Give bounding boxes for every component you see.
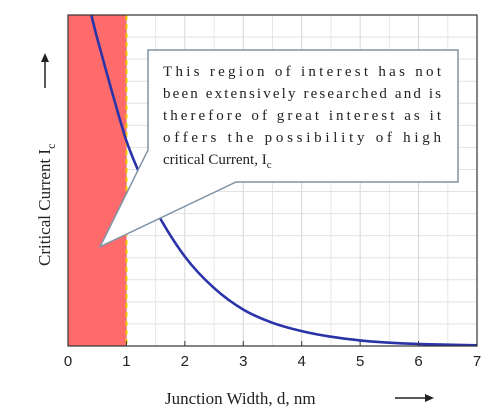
x-tick-label: 5: [356, 353, 364, 370]
x-axis-label: Junction Width, d, nm: [165, 389, 316, 408]
x-tick-label: 2: [181, 353, 189, 370]
x-tick-label: 0: [64, 353, 72, 370]
annotation-line-5-text: critical Current, I: [163, 152, 267, 168]
y-axis-label: Critical Current Ic: [35, 144, 58, 266]
y-axis-label-subscript: c: [44, 144, 58, 149]
x-tick-label: 6: [414, 353, 422, 370]
annotation-line-5: critical Current, Ic: [163, 152, 272, 171]
x-tick-label: 3: [239, 353, 247, 370]
x-axis-label-text: Junction Width, d, nm: [165, 389, 316, 408]
annotation-callout: This region of interest has not been ext…: [98, 49, 459, 249]
x-tick-label: 7: [473, 353, 481, 370]
plot-frame: [67, 14, 478, 347]
region-of-interest-shading: [68, 15, 127, 346]
x-axis-ticks: 0 1 2 3 4 5 6 7: [64, 341, 481, 370]
y-axis-arrow-icon: [41, 53, 49, 88]
y-axis-label-text: Critical Current I: [35, 149, 54, 266]
annotation-line-5-subscript: c: [267, 159, 272, 171]
x-tick-label: 4: [298, 353, 306, 370]
annotation-callout-box: [98, 49, 459, 249]
x-tick-label: 1: [122, 353, 130, 370]
annotation-line-1: This region of interest has not: [163, 64, 442, 80]
critical-current-curve: [90, 14, 478, 347]
x-axis-arrow-icon: [395, 394, 434, 402]
